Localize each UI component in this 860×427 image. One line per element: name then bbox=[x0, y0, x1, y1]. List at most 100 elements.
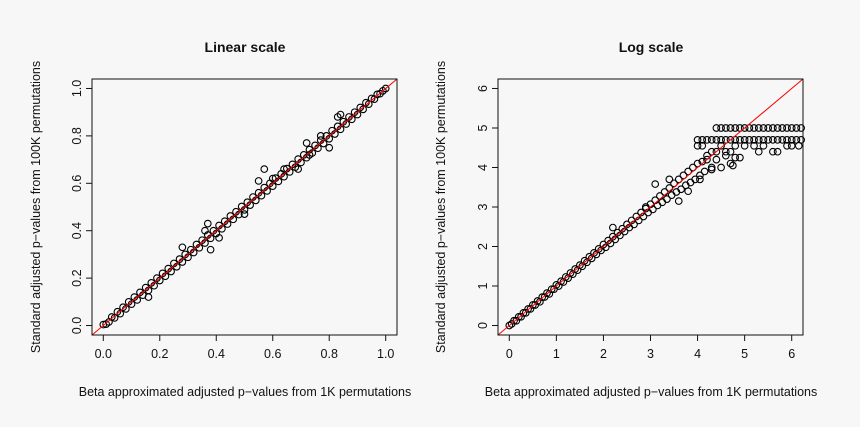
data-point bbox=[700, 167, 709, 176]
data-point bbox=[721, 147, 730, 156]
linear-scale-panel: Linear scale Beta approximated adjusted … bbox=[29, 39, 411, 399]
data-point bbox=[703, 155, 711, 164]
data-point bbox=[325, 143, 334, 152]
data-point bbox=[736, 153, 744, 162]
data-point bbox=[726, 159, 735, 168]
data-point bbox=[674, 197, 683, 205]
y-tick-label: 1 bbox=[476, 282, 490, 289]
x-tick-label: 6 bbox=[788, 347, 795, 361]
y-tick-label: 0.6 bbox=[70, 175, 84, 192]
data-point bbox=[302, 139, 311, 147]
data-point bbox=[698, 157, 707, 166]
data-point bbox=[712, 147, 721, 156]
x-axis-label: Beta approximated adjusted p−values from… bbox=[79, 385, 411, 399]
data-point bbox=[545, 290, 554, 298]
data-point bbox=[754, 135, 763, 144]
data-point bbox=[731, 124, 740, 132]
data-point bbox=[517, 312, 525, 321]
data-point bbox=[547, 285, 556, 294]
data-point bbox=[797, 124, 805, 132]
data-point bbox=[696, 175, 704, 184]
data-point bbox=[769, 135, 777, 144]
data-point bbox=[769, 147, 777, 156]
data-point bbox=[359, 105, 367, 114]
data-point bbox=[717, 141, 725, 150]
data-point bbox=[206, 245, 215, 254]
y-tick-label: 5 bbox=[476, 124, 490, 131]
data-point bbox=[316, 132, 325, 140]
data-point bbox=[667, 191, 676, 199]
y-tick-label: 4 bbox=[476, 164, 490, 171]
data-point bbox=[521, 309, 530, 317]
x-tick-label: 0.8 bbox=[321, 347, 338, 361]
data-point bbox=[698, 141, 707, 150]
data-point bbox=[745, 135, 754, 144]
data-point bbox=[178, 243, 187, 252]
data-point bbox=[783, 141, 791, 150]
data-point bbox=[736, 135, 744, 144]
data-point bbox=[712, 124, 721, 132]
y-tick-label: 2 bbox=[476, 243, 490, 250]
data-point bbox=[294, 165, 303, 173]
x-tick-label: 5 bbox=[741, 347, 748, 361]
data-point bbox=[554, 282, 563, 290]
y-tick-label: 0 bbox=[476, 322, 490, 329]
chart-title: Linear scale bbox=[205, 39, 286, 55]
x-tick-label: 4 bbox=[694, 347, 701, 361]
data-point bbox=[740, 141, 749, 150]
data-point bbox=[759, 141, 768, 150]
data-point bbox=[712, 135, 721, 144]
data-point bbox=[512, 316, 521, 325]
data-point bbox=[677, 185, 685, 194]
data-point bbox=[717, 135, 725, 144]
data-point bbox=[721, 151, 730, 160]
x-tick-label: 0.4 bbox=[208, 347, 225, 361]
data-point bbox=[717, 124, 725, 132]
data-point bbox=[726, 147, 735, 156]
data-point bbox=[740, 135, 749, 144]
data-point bbox=[524, 305, 532, 313]
x-tick-label: 2 bbox=[600, 347, 607, 361]
log-scale-panel: Log scale Beta approximated adjusted p−v… bbox=[434, 39, 817, 399]
data-point bbox=[769, 124, 777, 132]
data-point bbox=[721, 124, 730, 132]
data-point bbox=[280, 165, 288, 173]
data-point bbox=[750, 135, 758, 144]
data-point bbox=[754, 147, 763, 156]
data-point bbox=[794, 141, 803, 150]
data-point bbox=[707, 165, 716, 174]
data-point bbox=[778, 124, 787, 132]
data-point bbox=[703, 135, 711, 144]
reference-line bbox=[497, 78, 804, 336]
data-point bbox=[750, 124, 758, 132]
x-tick-label: 0.6 bbox=[264, 347, 281, 361]
x-tick-label: 3 bbox=[647, 347, 654, 361]
data-point bbox=[764, 124, 773, 132]
reference-line bbox=[91, 78, 398, 336]
data-point bbox=[787, 135, 796, 144]
data-point bbox=[750, 141, 758, 150]
data-point bbox=[201, 226, 209, 235]
data-point bbox=[783, 135, 791, 144]
data-point bbox=[712, 155, 721, 164]
data-point bbox=[538, 293, 547, 301]
data-point bbox=[731, 141, 740, 150]
data-point bbox=[759, 124, 768, 132]
data-point bbox=[240, 210, 249, 218]
chart-title: Log scale bbox=[619, 39, 684, 55]
data-point bbox=[787, 124, 796, 132]
y-tick-label: 0.2 bbox=[70, 269, 84, 286]
data-point bbox=[268, 174, 277, 183]
data-point bbox=[740, 124, 749, 132]
y-tick-label: 1.0 bbox=[70, 80, 84, 97]
data-point bbox=[519, 309, 528, 317]
y-tick-label: 0.0 bbox=[70, 317, 84, 334]
points bbox=[505, 124, 805, 330]
x-axis-label: Beta approximated adjusted p−values from… bbox=[485, 385, 817, 399]
data-point bbox=[658, 198, 667, 207]
data-point bbox=[684, 187, 693, 196]
y-tick-label: 0.4 bbox=[70, 222, 84, 239]
data-point bbox=[144, 293, 153, 301]
x-tick-label: 1.0 bbox=[377, 347, 394, 361]
